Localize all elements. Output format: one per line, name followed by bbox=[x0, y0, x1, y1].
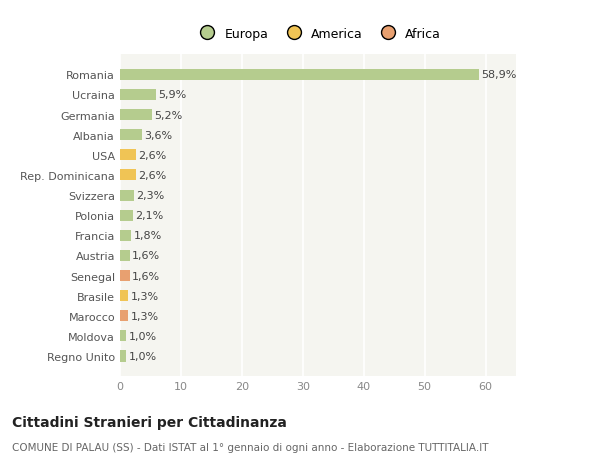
Bar bbox=[120, 351, 126, 362]
Text: 3,6%: 3,6% bbox=[145, 130, 172, 140]
Bar bbox=[120, 330, 126, 341]
Bar bbox=[120, 230, 131, 241]
Bar bbox=[120, 170, 136, 181]
Text: 1,8%: 1,8% bbox=[133, 231, 161, 241]
Text: Cittadini Stranieri per Cittadinanza: Cittadini Stranieri per Cittadinanza bbox=[12, 415, 287, 429]
Bar bbox=[120, 150, 136, 161]
Text: 1,0%: 1,0% bbox=[128, 331, 157, 341]
Bar bbox=[120, 250, 130, 262]
Text: 1,0%: 1,0% bbox=[128, 351, 157, 361]
Text: 5,2%: 5,2% bbox=[154, 110, 182, 120]
Bar bbox=[120, 291, 128, 302]
Bar bbox=[120, 90, 156, 101]
Text: 2,1%: 2,1% bbox=[135, 211, 163, 221]
Text: 1,6%: 1,6% bbox=[132, 271, 160, 281]
Text: 5,9%: 5,9% bbox=[158, 90, 187, 100]
Text: 2,3%: 2,3% bbox=[136, 190, 164, 201]
Text: 2,6%: 2,6% bbox=[138, 151, 167, 161]
Bar bbox=[120, 311, 128, 322]
Legend: Europa, America, Africa: Europa, America, Africa bbox=[190, 23, 446, 46]
Text: 1,3%: 1,3% bbox=[130, 311, 158, 321]
Text: 1,3%: 1,3% bbox=[130, 291, 158, 301]
Bar bbox=[120, 70, 479, 81]
Bar bbox=[120, 190, 134, 201]
Bar bbox=[120, 110, 152, 121]
Bar bbox=[120, 130, 142, 141]
Text: 58,9%: 58,9% bbox=[481, 70, 517, 80]
Text: 2,6%: 2,6% bbox=[138, 171, 167, 180]
Text: COMUNE DI PALAU (SS) - Dati ISTAT al 1° gennaio di ogni anno - Elaborazione TUTT: COMUNE DI PALAU (SS) - Dati ISTAT al 1° … bbox=[12, 442, 488, 452]
Bar bbox=[120, 270, 130, 281]
Bar bbox=[120, 210, 133, 221]
Text: 1,6%: 1,6% bbox=[132, 251, 160, 261]
